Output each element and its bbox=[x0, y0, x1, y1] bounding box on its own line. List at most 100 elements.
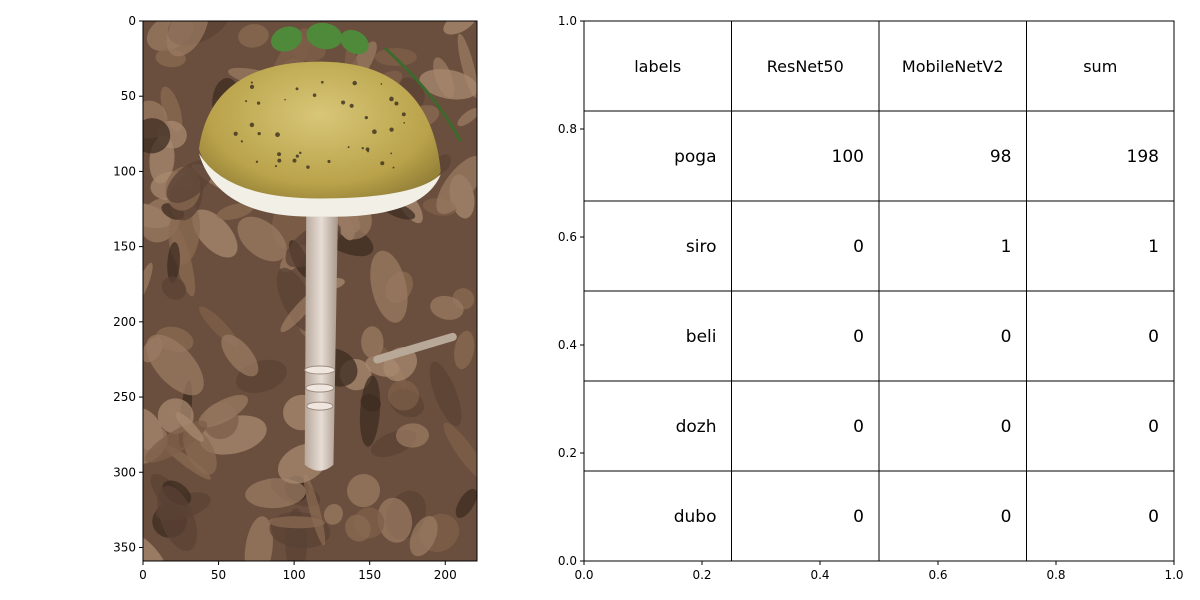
table-cell-value: 0 bbox=[853, 507, 864, 527]
dead-leaf bbox=[143, 118, 171, 154]
cap-speck bbox=[347, 146, 350, 149]
green-leaf bbox=[270, 26, 303, 52]
cap-speck bbox=[372, 129, 377, 135]
dead-leaf bbox=[377, 497, 413, 543]
cap-speck bbox=[306, 165, 310, 169]
table-cell-value: 98 bbox=[990, 147, 1012, 167]
dead-leaf bbox=[237, 216, 287, 262]
table-cell-value: 0 bbox=[1148, 507, 1159, 527]
table-cell bbox=[1026, 110, 1175, 202]
mushroom-photo bbox=[143, 21, 477, 561]
y-tick-label: 100 bbox=[113, 164, 136, 178]
cap-speck bbox=[327, 159, 331, 163]
table-cell-value: 0 bbox=[1148, 417, 1159, 437]
dead-leaf bbox=[238, 24, 269, 48]
table-cell bbox=[731, 470, 880, 562]
table-cell bbox=[583, 470, 732, 562]
cap-speck bbox=[380, 161, 385, 166]
cap-speck bbox=[277, 152, 282, 157]
cap-speck bbox=[364, 115, 368, 120]
x-tick-label: 1.0 bbox=[1164, 568, 1183, 582]
column-header: ResNet50 bbox=[767, 57, 844, 76]
x-tick-label: 200 bbox=[434, 568, 457, 582]
dead-leaf bbox=[436, 155, 477, 215]
table-cell-value: 0 bbox=[1148, 327, 1159, 347]
table-cell bbox=[731, 200, 880, 292]
column-header: MobileNetV2 bbox=[902, 57, 1004, 76]
cap-speck bbox=[312, 93, 317, 97]
dead-leaf bbox=[245, 478, 306, 509]
image-y-ticks: 0 50 100 150 200 250 300 350 bbox=[113, 14, 143, 554]
table-header-cell bbox=[731, 20, 880, 112]
green-stem bbox=[383, 46, 462, 143]
cap-speck bbox=[390, 152, 393, 155]
dead-leaf bbox=[361, 326, 384, 359]
twig bbox=[373, 332, 457, 364]
cap-speck bbox=[320, 80, 324, 84]
cap-speck bbox=[284, 98, 286, 101]
cap-speck bbox=[257, 131, 261, 136]
table-cell bbox=[731, 380, 880, 472]
table-x-ticks: 0.0 0.2 0.4 0.6 0.8 1.0 bbox=[574, 561, 1184, 582]
cap-speck bbox=[380, 83, 383, 85]
y-tick-label: 50 bbox=[121, 89, 136, 103]
column-header: sum bbox=[1083, 57, 1117, 76]
cap-speck bbox=[361, 147, 364, 150]
green-leaf bbox=[306, 22, 343, 50]
cap-speck bbox=[299, 151, 302, 155]
y-tick-label: 0.4 bbox=[558, 338, 577, 352]
x-tick-label: 0.6 bbox=[928, 568, 947, 582]
dead-leaf bbox=[345, 514, 371, 542]
mushroom-stem bbox=[304, 213, 338, 471]
cap-speck bbox=[256, 101, 261, 105]
y-tick-label: 250 bbox=[113, 390, 136, 404]
table-cell-value: 0 bbox=[853, 327, 864, 347]
dead-leaf bbox=[443, 21, 477, 35]
y-tick-label: 0.8 bbox=[558, 122, 577, 136]
table-cell-value: 100 bbox=[832, 147, 864, 167]
cap-speck bbox=[295, 154, 299, 158]
dead-leaf bbox=[303, 473, 326, 546]
x-tick-label: 0.2 bbox=[692, 568, 711, 582]
dead-leaf bbox=[157, 485, 197, 552]
cap-speck bbox=[401, 112, 406, 117]
dead-leaf bbox=[143, 529, 166, 561]
x-tick-label: 0.4 bbox=[810, 568, 829, 582]
cap-speck bbox=[275, 132, 280, 138]
table-cell bbox=[1026, 470, 1175, 562]
x-tick-label: 0.0 bbox=[574, 568, 593, 582]
cap-speck bbox=[245, 100, 248, 103]
table-cell-value: 1 bbox=[1001, 237, 1012, 257]
dead-leaf bbox=[175, 412, 204, 442]
x-tick-label: 100 bbox=[283, 568, 306, 582]
cap-speck bbox=[392, 166, 395, 169]
y-tick-label: 0 bbox=[128, 14, 136, 28]
dead-leaf bbox=[429, 361, 462, 427]
cap-speck bbox=[394, 101, 399, 106]
dead-leaf bbox=[409, 516, 438, 557]
dead-leaf bbox=[161, 276, 187, 300]
table-axes-frame bbox=[583, 20, 1175, 562]
y-tick-label: 350 bbox=[113, 540, 136, 554]
table-header-cell bbox=[878, 20, 1027, 112]
dead-leaf bbox=[430, 295, 464, 320]
cap-speck bbox=[389, 127, 394, 132]
dead-leaf bbox=[216, 202, 254, 220]
dead-leaf bbox=[454, 330, 475, 370]
table-cell-value: 198 bbox=[1127, 147, 1159, 167]
dead-leaf bbox=[359, 375, 381, 447]
y-tick-label: 0.2 bbox=[558, 446, 577, 460]
image-x-ticks: 0 50 100 150 200 bbox=[139, 561, 457, 582]
table-cell-value: poga bbox=[674, 147, 716, 167]
table-cell bbox=[1026, 200, 1175, 292]
cap-speck bbox=[295, 87, 299, 91]
dead-leaf bbox=[160, 86, 183, 132]
table-cell-value: 0 bbox=[853, 417, 864, 437]
image-frame bbox=[142, 20, 478, 562]
cap-speck bbox=[240, 140, 244, 143]
table-header-cell bbox=[1026, 20, 1175, 112]
table-cell bbox=[583, 110, 732, 202]
